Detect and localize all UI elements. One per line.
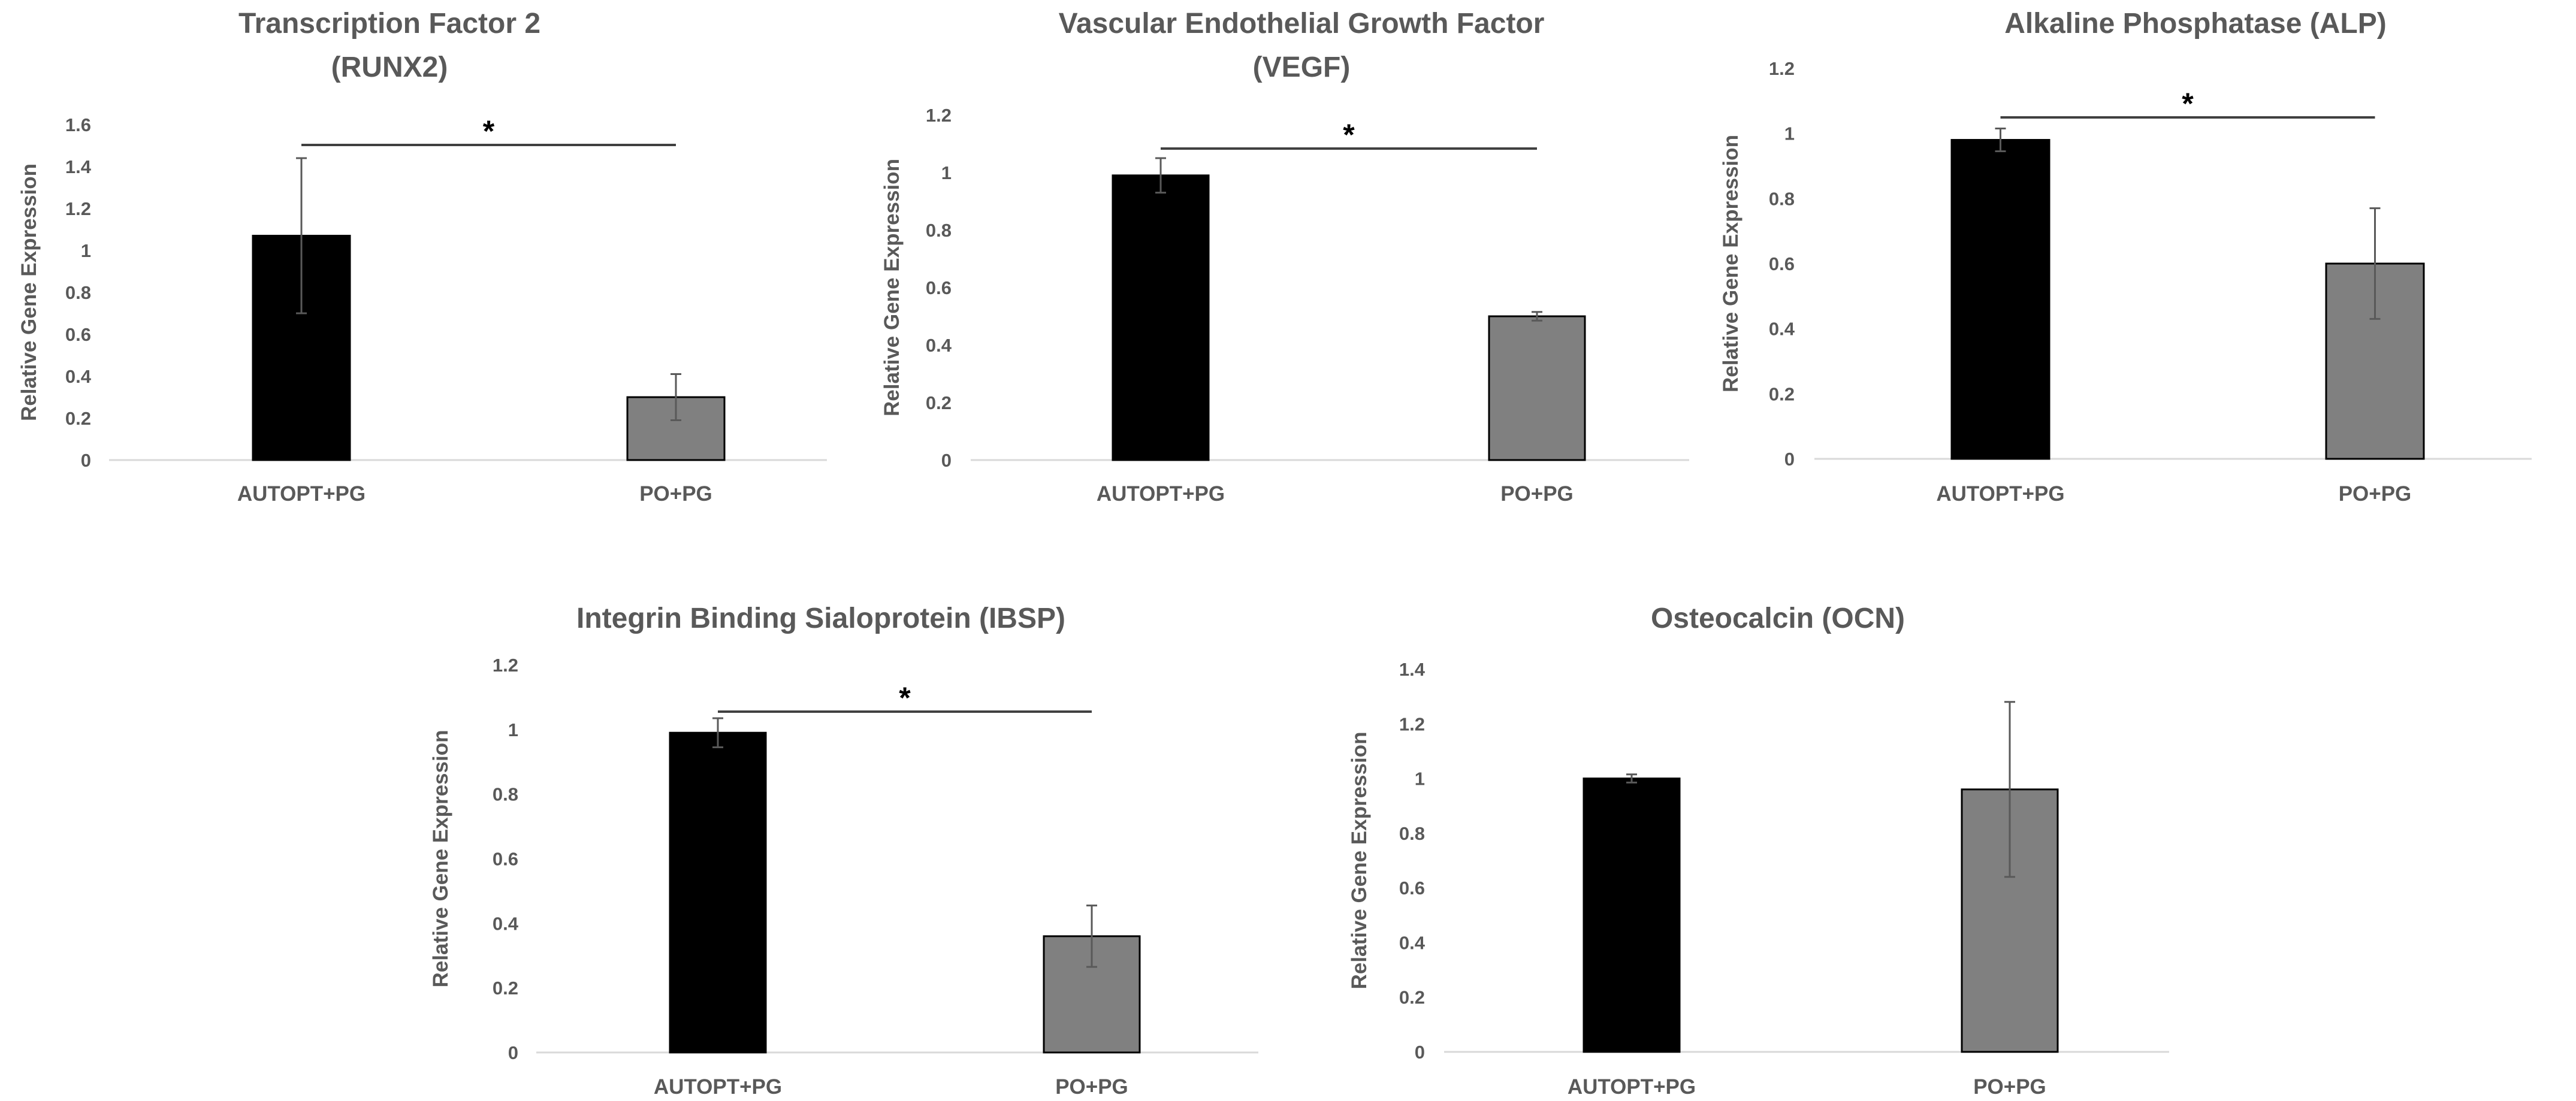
x-category-label: AUTOPT+PG — [1097, 482, 1225, 506]
significance-marker: * — [483, 114, 495, 148]
error-bar — [671, 373, 681, 421]
x-category-label: PO+PG — [2339, 482, 2412, 506]
chart-title: Integrin Binding Sialoprotein (IBSP) — [576, 603, 1065, 634]
y-tick-label: 1 — [941, 162, 952, 183]
y-tick-label: 1.2 — [1399, 713, 1425, 734]
chart-panel: Osteocalcin (OCN) Relative Gene Expressio… — [1348, 603, 2169, 1099]
x-category-label: AUTOPT+PG — [1936, 482, 2064, 506]
y-tick-label: 0.6 — [926, 277, 952, 298]
chart-panel: Vascular Endothelial Growth Factor (VEGF)… — [880, 8, 1689, 506]
y-tick-label: 1 — [508, 719, 518, 740]
x-category-label: PO+PG — [1973, 1075, 2046, 1099]
chart-title: (RUNX2) — [331, 52, 448, 83]
y-axis-label: Relative Gene Expression — [1719, 135, 1743, 392]
y-tick-label: 0.2 — [493, 978, 518, 999]
y-tick-label: 0 — [1415, 1042, 1425, 1063]
chart-title: (VEGF) — [1253, 52, 1351, 83]
chart-title: Transcription Factor 2 — [238, 8, 540, 40]
y-tick-label: 0.6 — [65, 324, 91, 345]
error-bar — [1155, 157, 1166, 194]
chart-title: Alkaline Phosphatase (ALP) — [2004, 8, 2386, 40]
y-tick-label: 0.8 — [1769, 188, 1795, 209]
y-tick-label: 1 — [81, 240, 91, 261]
error-bar — [1532, 311, 1542, 322]
chart-panel: Transcription Factor 2 (RUNX2) Relative Ge… — [17, 8, 827, 506]
y-tick-label: 1.2 — [926, 105, 952, 126]
x-category-label: PO+PG — [1055, 1075, 1128, 1099]
y-tick-label: 0.2 — [1399, 987, 1425, 1008]
significance-marker: * — [1343, 118, 1355, 152]
y-tick-label: 0.4 — [493, 913, 519, 934]
y-tick-label: 0 — [941, 450, 952, 471]
error-bar — [1626, 773, 1637, 784]
x-category-label: AUTOPT+PG — [654, 1075, 782, 1099]
y-tick-label: 0.8 — [65, 282, 91, 303]
y-axis-label: Relative Gene Expression — [1348, 732, 1371, 990]
y-tick-label: 0.2 — [926, 392, 952, 413]
bar — [669, 731, 767, 1054]
error-bar — [712, 717, 723, 748]
y-tick-label: 0.6 — [493, 849, 518, 870]
y-tick-label: 0.2 — [1769, 383, 1795, 404]
y-tick-label: 0.4 — [1399, 932, 1426, 953]
y-tick-label: 0.8 — [926, 220, 952, 241]
y-tick-label: 0.4 — [1769, 319, 1795, 340]
y-tick-label: 0.2 — [65, 408, 91, 429]
y-tick-label: 0.8 — [1399, 823, 1425, 844]
x-category-label: AUTOPT+PG — [237, 482, 366, 506]
x-category-label: AUTOPT+PG — [1568, 1075, 1696, 1099]
y-tick-label: 0.4 — [65, 366, 92, 387]
y-tick-label: 0.6 — [1769, 253, 1795, 274]
significance-marker: * — [2182, 87, 2194, 120]
bar — [1488, 315, 1586, 461]
error-bar — [2369, 207, 2381, 320]
x-category-label: PO+PG — [1500, 482, 1574, 506]
y-tick-label: 1 — [1415, 769, 1425, 790]
error-bar — [1995, 128, 2006, 153]
significance-marker: * — [899, 681, 911, 715]
y-axis-label: Relative Gene Expression — [880, 159, 904, 416]
error-bar — [2004, 701, 2015, 878]
y-tick-label: 1.2 — [1769, 58, 1795, 79]
y-tick-label: 0 — [81, 450, 91, 471]
y-tick-label: 0.8 — [493, 784, 518, 805]
y-axis-label: Relative Gene Expression — [17, 164, 41, 421]
error-bar — [296, 157, 307, 314]
chart-panel: Integrin Binding Sialoprotein (IBSP) Rela… — [429, 603, 1258, 1099]
chart-panel: Alkaline Phosphatase (ALP) Relative Gene … — [1719, 8, 2532, 506]
y-tick-label: 0.4 — [926, 335, 952, 356]
y-tick-label: 0 — [1784, 449, 1795, 470]
bar — [1583, 778, 1681, 1053]
bar — [1112, 174, 1210, 461]
y-tick-label: 1.6 — [65, 114, 91, 135]
y-tick-label: 0.6 — [1399, 878, 1425, 899]
y-tick-label: 1.4 — [65, 156, 92, 177]
x-category-label: PO+PG — [639, 482, 712, 506]
y-tick-label: 0 — [508, 1042, 518, 1063]
bar — [1950, 139, 2050, 460]
y-tick-label: 1 — [1784, 123, 1795, 144]
chart-title: Osteocalcin (OCN) — [1651, 603, 1905, 634]
y-axis-label: Relative Gene Expression — [429, 730, 452, 988]
chart-title: Vascular Endothelial Growth Factor — [1059, 8, 1545, 40]
y-tick-label: 1.4 — [1399, 659, 1426, 680]
y-tick-label: 1.2 — [493, 655, 518, 676]
y-tick-label: 1.2 — [65, 198, 91, 219]
error-bar — [1086, 905, 1097, 968]
